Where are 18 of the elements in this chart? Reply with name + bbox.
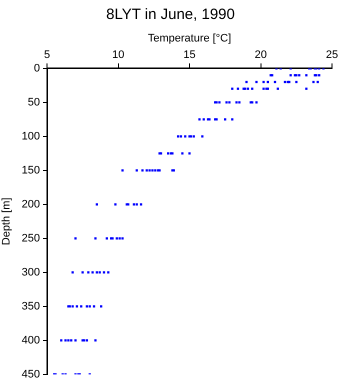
y-tick-label: 0	[34, 62, 40, 74]
y-tick-label: 150	[22, 164, 40, 176]
y-tick-label: 250	[22, 232, 40, 244]
y-tick-label: 100	[22, 130, 40, 142]
x-tick-label: 15	[183, 48, 196, 61]
y-tick-label: 400	[22, 334, 40, 346]
y-tick-label: 350	[22, 300, 40, 312]
x-axis-title: Temperature [°C]	[148, 32, 232, 45]
y-tick-label: 200	[22, 198, 40, 210]
y-axis-title: Depth [m]	[0, 198, 13, 246]
chart-title: 8LYT in June, 1990	[105, 6, 236, 23]
x-tick-label: 5	[44, 48, 50, 61]
y-tick-label: 300	[22, 266, 40, 278]
y-tick-label: 450	[22, 368, 40, 380]
x-tick-label: 20	[254, 48, 267, 61]
y-tick-label: 50	[28, 96, 40, 108]
x-tick-label: 10	[112, 48, 124, 61]
x-tick-label: 25	[326, 48, 338, 61]
